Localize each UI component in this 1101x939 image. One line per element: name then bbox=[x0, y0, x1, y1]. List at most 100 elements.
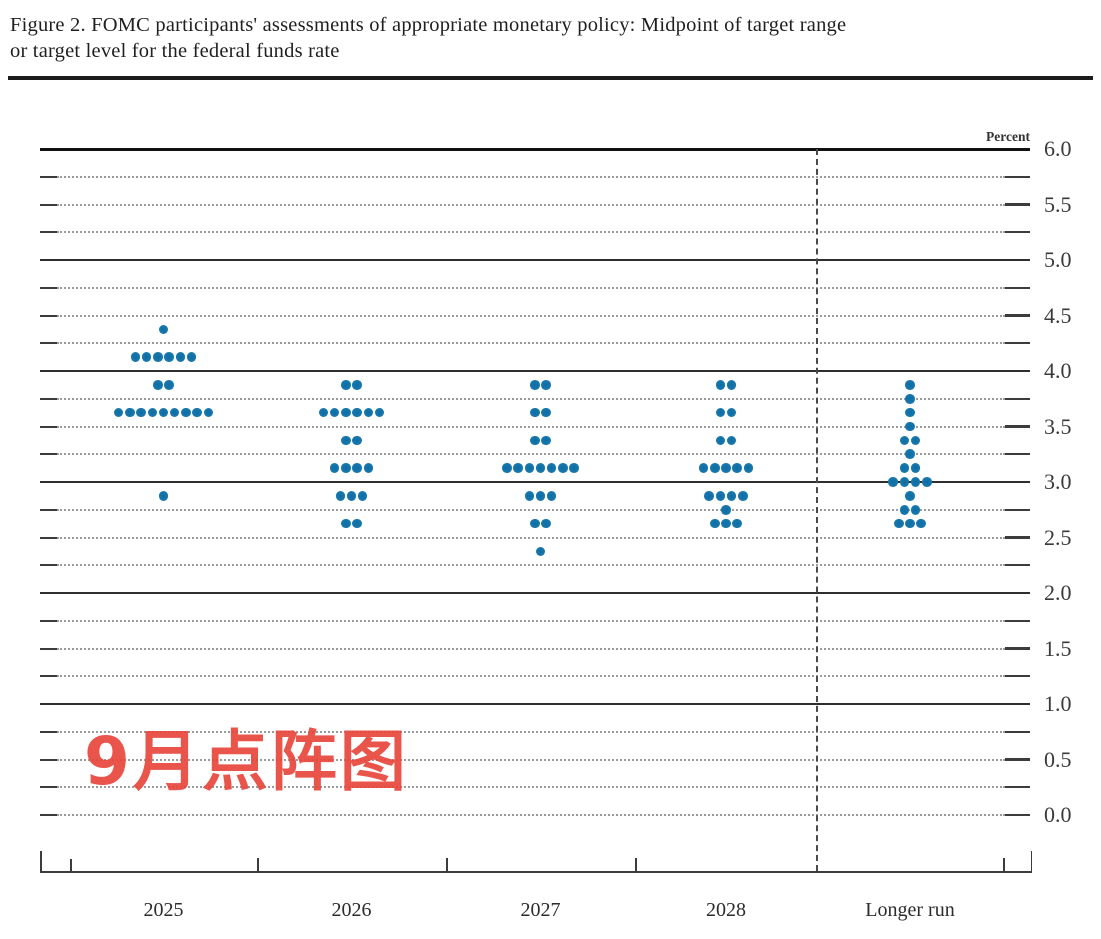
dot-2026-3.375 bbox=[341, 435, 351, 446]
dot-2025-3.875 bbox=[153, 380, 163, 390]
longer-run-separator bbox=[815, 149, 818, 871]
gridline-left-tick-1.25 bbox=[40, 675, 57, 678]
dot-2026-2.625 bbox=[352, 518, 362, 529]
dot-2025-4.125 bbox=[130, 352, 141, 362]
x-axis-tick-5 bbox=[1003, 857, 1005, 871]
gridline-dotted-0.00 bbox=[57, 814, 1005, 816]
ytick-label-4.5: 4.5 bbox=[1044, 302, 1072, 328]
dot-2027-3.625 bbox=[541, 407, 551, 418]
dot-2025-4.125 bbox=[153, 352, 163, 362]
x-axis-tick-2 bbox=[257, 857, 259, 871]
dot-2025-4.125 bbox=[175, 352, 186, 362]
ytick-label-1.5: 1.5 bbox=[1044, 635, 1072, 661]
dot-2027-3.125 bbox=[546, 463, 557, 473]
dot-2026-3.625 bbox=[363, 407, 374, 418]
dot-2025-3.625 bbox=[169, 407, 180, 418]
gridline-left-tick-4.50 bbox=[40, 314, 57, 317]
dot-longer-run-2.875 bbox=[905, 491, 915, 501]
gridline-left-tick-2.50 bbox=[40, 536, 57, 539]
dot-longer-run-2.625 bbox=[916, 518, 926, 529]
dot-longer-run-3 bbox=[899, 477, 910, 487]
gridline-dotted-4.25 bbox=[57, 342, 1005, 345]
dot-2025-4.125 bbox=[141, 352, 152, 362]
dot-2026-2.875 bbox=[335, 491, 346, 501]
dot-2026-3.125 bbox=[329, 463, 340, 473]
gridline-left-tick-4.25 bbox=[40, 342, 57, 345]
dot-2025-3.625 bbox=[158, 407, 169, 418]
gridline-dotted-1.25 bbox=[57, 675, 1005, 678]
gridline-left-tick-0.50 bbox=[40, 758, 57, 761]
dot-longer-run-3 bbox=[922, 477, 932, 487]
dot-2028-3.125 bbox=[732, 463, 742, 473]
gridline-left-tick-5.75 bbox=[40, 175, 57, 178]
gridline-dotted-1.50 bbox=[57, 647, 1005, 650]
dot-2025-3.875 bbox=[164, 380, 174, 390]
gridline-dotted-3.25 bbox=[57, 453, 1005, 456]
gridline-solid-6.00 bbox=[40, 147, 1030, 151]
dot-longer-run-2.625 bbox=[894, 518, 904, 529]
gridline-dotted-1.75 bbox=[57, 619, 1005, 622]
dot-2025-3.625 bbox=[192, 407, 202, 418]
gridline-dotted-3.50 bbox=[57, 425, 1005, 428]
gridline-dotted-0.25 bbox=[57, 786, 1005, 789]
dot-longer-run-3.25 bbox=[905, 449, 915, 460]
dot-2028-2.875 bbox=[726, 491, 737, 501]
dot-longer-run-3.125 bbox=[910, 463, 921, 473]
gridline-right-tick-2.50 bbox=[1005, 536, 1030, 539]
dot-2027-2.625 bbox=[541, 518, 551, 529]
dot-2025-3.625 bbox=[203, 407, 214, 418]
ytick-label-2.0: 2.0 bbox=[1044, 580, 1072, 605]
dot-2027-2.875 bbox=[535, 491, 546, 501]
category-label-2027: 2027 bbox=[520, 899, 561, 921]
gridline-right-tick-0.00 bbox=[1005, 813, 1030, 817]
gridline-left-tick-0.00 bbox=[40, 814, 57, 816]
dot-2026-3.875 bbox=[352, 380, 362, 390]
gridline-solid-1.00 bbox=[40, 703, 1030, 705]
gridline-left-tick-0.25 bbox=[40, 786, 57, 789]
dot-2028-3.625 bbox=[726, 407, 737, 418]
dot-2027-3.125 bbox=[502, 463, 512, 473]
x-axis-tick-1 bbox=[70, 858, 72, 871]
ytick-label-5.0: 5.0 bbox=[1044, 247, 1072, 272]
gridline-right-tick-5.50 bbox=[1005, 203, 1030, 206]
gridline-right-tick-3.50 bbox=[1005, 425, 1030, 428]
dot-2026-3.625 bbox=[352, 407, 362, 418]
dot-2028-2.625 bbox=[732, 518, 742, 529]
dot-2027-3.625 bbox=[530, 407, 540, 418]
ytick-label-0.0: 0.0 bbox=[1044, 802, 1072, 827]
dot-2028-2.875 bbox=[715, 491, 726, 501]
figure-title-line-1: Figure 2. FOMC participants' assessments… bbox=[10, 14, 847, 36]
dot-2028-3.125 bbox=[721, 463, 731, 473]
gridline-left-tick-5.50 bbox=[40, 203, 57, 206]
ytick-label-2.5: 2.5 bbox=[1044, 524, 1072, 550]
dot-2027-2.625 bbox=[530, 518, 540, 529]
category-label-2025: 2025 bbox=[143, 899, 184, 921]
dot-2026-3.625 bbox=[318, 407, 329, 418]
gridline-left-tick-3.75 bbox=[40, 397, 57, 400]
gridline-right-tick-4.75 bbox=[1005, 286, 1030, 289]
gridline-right-tick-0.75 bbox=[1005, 730, 1030, 733]
dot-longer-run-2.75 bbox=[899, 504, 910, 515]
dot-2025-4.125 bbox=[164, 352, 174, 362]
x-axis-tick-3 bbox=[446, 857, 448, 871]
gridline-right-tick-2.25 bbox=[1005, 564, 1030, 567]
dot-2026-3.125 bbox=[352, 463, 362, 473]
gridline-solid-2.00 bbox=[40, 592, 1030, 594]
gridline-dotted-4.75 bbox=[57, 286, 1005, 289]
ytick-label-5.5: 5.5 bbox=[1044, 191, 1072, 217]
gridline-dotted-2.75 bbox=[57, 508, 1005, 511]
dot-2025-2.875 bbox=[158, 491, 169, 501]
dot-longer-run-3 bbox=[888, 477, 898, 487]
dot-longer-run-3.5 bbox=[905, 421, 915, 432]
dot-2028-3.875 bbox=[715, 380, 726, 390]
dot-2027-2.375 bbox=[535, 546, 546, 557]
dot-longer-run-3.75 bbox=[905, 393, 915, 404]
dot-2025-3.625 bbox=[181, 407, 191, 418]
x-axis-tick-0 bbox=[40, 850, 42, 871]
ytick-label-6.0: 6.0 bbox=[1044, 136, 1072, 161]
dot-2026-2.625 bbox=[341, 518, 351, 529]
gridline-right-tick-3.75 bbox=[1005, 397, 1030, 400]
dot-2028-3.625 bbox=[715, 407, 726, 418]
dot-longer-run-3.625 bbox=[905, 407, 915, 418]
